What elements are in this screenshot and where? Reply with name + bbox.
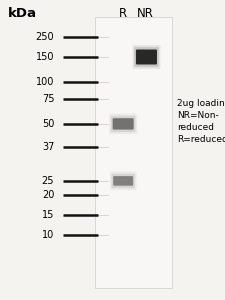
FancyBboxPatch shape [112,118,133,130]
Text: 2ug loading
NR=Non-
reduced
R=reduced: 2ug loading NR=Non- reduced R=reduced [177,99,225,144]
Text: NR: NR [137,7,153,20]
Text: 50: 50 [42,119,54,129]
Text: 10: 10 [42,230,54,240]
Text: R: R [119,7,127,20]
Text: 20: 20 [42,190,54,200]
Text: 150: 150 [36,52,54,62]
FancyBboxPatch shape [109,114,136,134]
FancyBboxPatch shape [109,172,136,190]
FancyBboxPatch shape [132,45,160,69]
FancyBboxPatch shape [110,116,135,132]
Text: 250: 250 [36,32,54,42]
FancyBboxPatch shape [135,50,156,64]
Text: 100: 100 [36,77,54,87]
FancyBboxPatch shape [113,176,133,186]
Text: 37: 37 [42,142,54,152]
Bar [94,16,171,288]
Text: kDa: kDa [8,7,37,20]
Text: 15: 15 [42,210,54,220]
Text: 25: 25 [42,176,54,186]
FancyBboxPatch shape [111,174,134,188]
FancyBboxPatch shape [134,47,158,67]
Text: 75: 75 [42,94,54,104]
